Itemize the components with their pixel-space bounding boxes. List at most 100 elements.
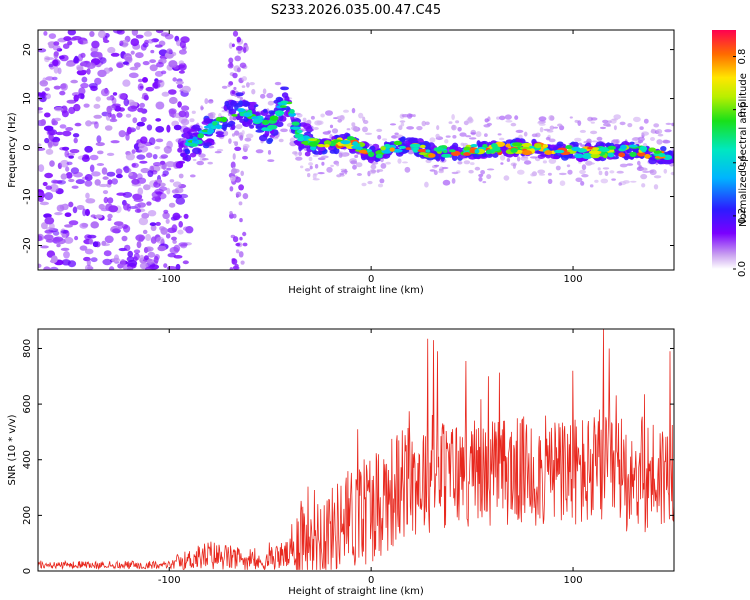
- haze-speckle: [351, 122, 356, 127]
- noise-speckle: [171, 236, 177, 241]
- ridge-speckle: [235, 92, 244, 97]
- haze-speckle: [591, 140, 598, 143]
- haze-speckle: [465, 135, 472, 138]
- haze-speckle: [553, 126, 558, 129]
- haze-speckle: [580, 181, 585, 186]
- x-tick-label: 100: [564, 575, 583, 586]
- noise-speckle: [107, 46, 116, 54]
- haze-speckle: [631, 137, 639, 142]
- x-tick-label: 0: [368, 575, 374, 586]
- noise-speckle: [178, 242, 188, 247]
- noise-speckle: [116, 192, 126, 196]
- noise-speckle: [68, 155, 74, 159]
- haze-speckle: [514, 115, 519, 120]
- ridge-speckle: [215, 131, 224, 135]
- ridge-speckle: [180, 152, 185, 157]
- haze-speckle: [331, 128, 339, 134]
- noise-speckle: [107, 218, 112, 221]
- haze-speckle: [475, 131, 482, 138]
- snr-ylabel: SNR (10 * v/v): [7, 414, 18, 485]
- ridge-speckle: [281, 92, 289, 98]
- noise-speckle: [38, 143, 42, 147]
- haze-speckle: [317, 172, 325, 175]
- noise-speckle: [44, 87, 50, 92]
- noise-speckle: [125, 113, 132, 118]
- haze-speckle: [566, 164, 571, 168]
- haze-speckle: [596, 136, 603, 141]
- haze-speckle: [338, 152, 343, 158]
- ridge-core-speckle: [418, 152, 428, 156]
- haze-speckle: [394, 132, 399, 136]
- ridge-speckle: [424, 143, 431, 150]
- haze-speckle: [310, 115, 315, 120]
- noise-speckle: [229, 186, 234, 192]
- ridge-core-speckle: [288, 112, 296, 117]
- noise-speckle: [236, 45, 243, 51]
- ridge-core-speckle: [324, 144, 330, 148]
- ridge-core-speckle: [296, 129, 303, 134]
- noise-speckle: [107, 179, 113, 185]
- ridge-core-speckle: [289, 126, 301, 130]
- noise-speckle: [64, 224, 73, 228]
- noise-speckle: [64, 212, 72, 217]
- noise-speckle: [72, 36, 82, 41]
- noise-speckle: [178, 60, 185, 66]
- noise-speckle: [242, 193, 249, 200]
- noise-speckle: [77, 93, 85, 99]
- noise-speckle: [147, 210, 157, 217]
- haze-speckle: [523, 160, 532, 165]
- ridge-core-speckle: [289, 109, 295, 114]
- ridge-core-speckle: [197, 133, 204, 139]
- haze-speckle: [589, 184, 594, 188]
- haze-speckle: [399, 120, 406, 123]
- noise-speckle: [110, 52, 120, 57]
- noise-speckle: [130, 38, 140, 47]
- haze-speckle: [451, 124, 456, 130]
- noise-speckle: [238, 184, 245, 191]
- haze-speckle: [587, 162, 595, 165]
- ridge-speckle: [399, 136, 406, 143]
- ridge-speckle: [408, 137, 417, 144]
- ridge-core-speckle: [425, 149, 431, 153]
- noise-speckle: [154, 70, 164, 77]
- ridge-speckle: [349, 149, 355, 153]
- haze-speckle: [630, 180, 637, 183]
- haze-speckle: [559, 180, 566, 186]
- noise-speckle: [65, 172, 73, 179]
- ridge-core-speckle: [474, 148, 480, 154]
- haze-speckle: [619, 121, 626, 126]
- haze-speckle: [523, 131, 528, 137]
- noise-speckle: [163, 263, 168, 268]
- noise-speckle: [118, 247, 128, 252]
- noise-speckle: [239, 218, 243, 223]
- noise-speckle: [172, 212, 181, 221]
- haze-speckle: [322, 131, 331, 135]
- y-tick-label: 800: [22, 339, 33, 358]
- ridge-core-speckle: [243, 112, 251, 117]
- noise-speckle: [95, 51, 103, 58]
- noise-speckle: [135, 125, 141, 130]
- noise-speckle: [68, 201, 74, 208]
- haze-speckle: [314, 164, 319, 169]
- ridge-core-speckle: [574, 153, 584, 159]
- haze-speckle: [325, 110, 333, 116]
- haze-speckle: [518, 134, 523, 139]
- noise-speckle: [143, 94, 149, 101]
- ridge-core-speckle: [470, 144, 478, 148]
- noise-speckle: [45, 76, 55, 81]
- noise-speckle: [232, 213, 237, 219]
- noise-speckle: [134, 208, 141, 213]
- noise-speckle: [84, 145, 93, 153]
- haze-speckle: [641, 183, 646, 188]
- haze-speckle: [665, 122, 672, 125]
- ridge-core-speckle: [442, 150, 448, 154]
- haze-speckle: [543, 128, 551, 131]
- haze-speckle: [607, 120, 612, 124]
- noise-speckle: [150, 224, 157, 232]
- ridge-speckle: [255, 125, 264, 129]
- ridge-core-speckle: [588, 150, 600, 155]
- ridge-core-speckle: [629, 151, 637, 158]
- spectrogram-xlabel: Height of straight line (km): [288, 285, 424, 296]
- noise-speckle: [235, 191, 242, 198]
- noise-speckle: [178, 173, 184, 179]
